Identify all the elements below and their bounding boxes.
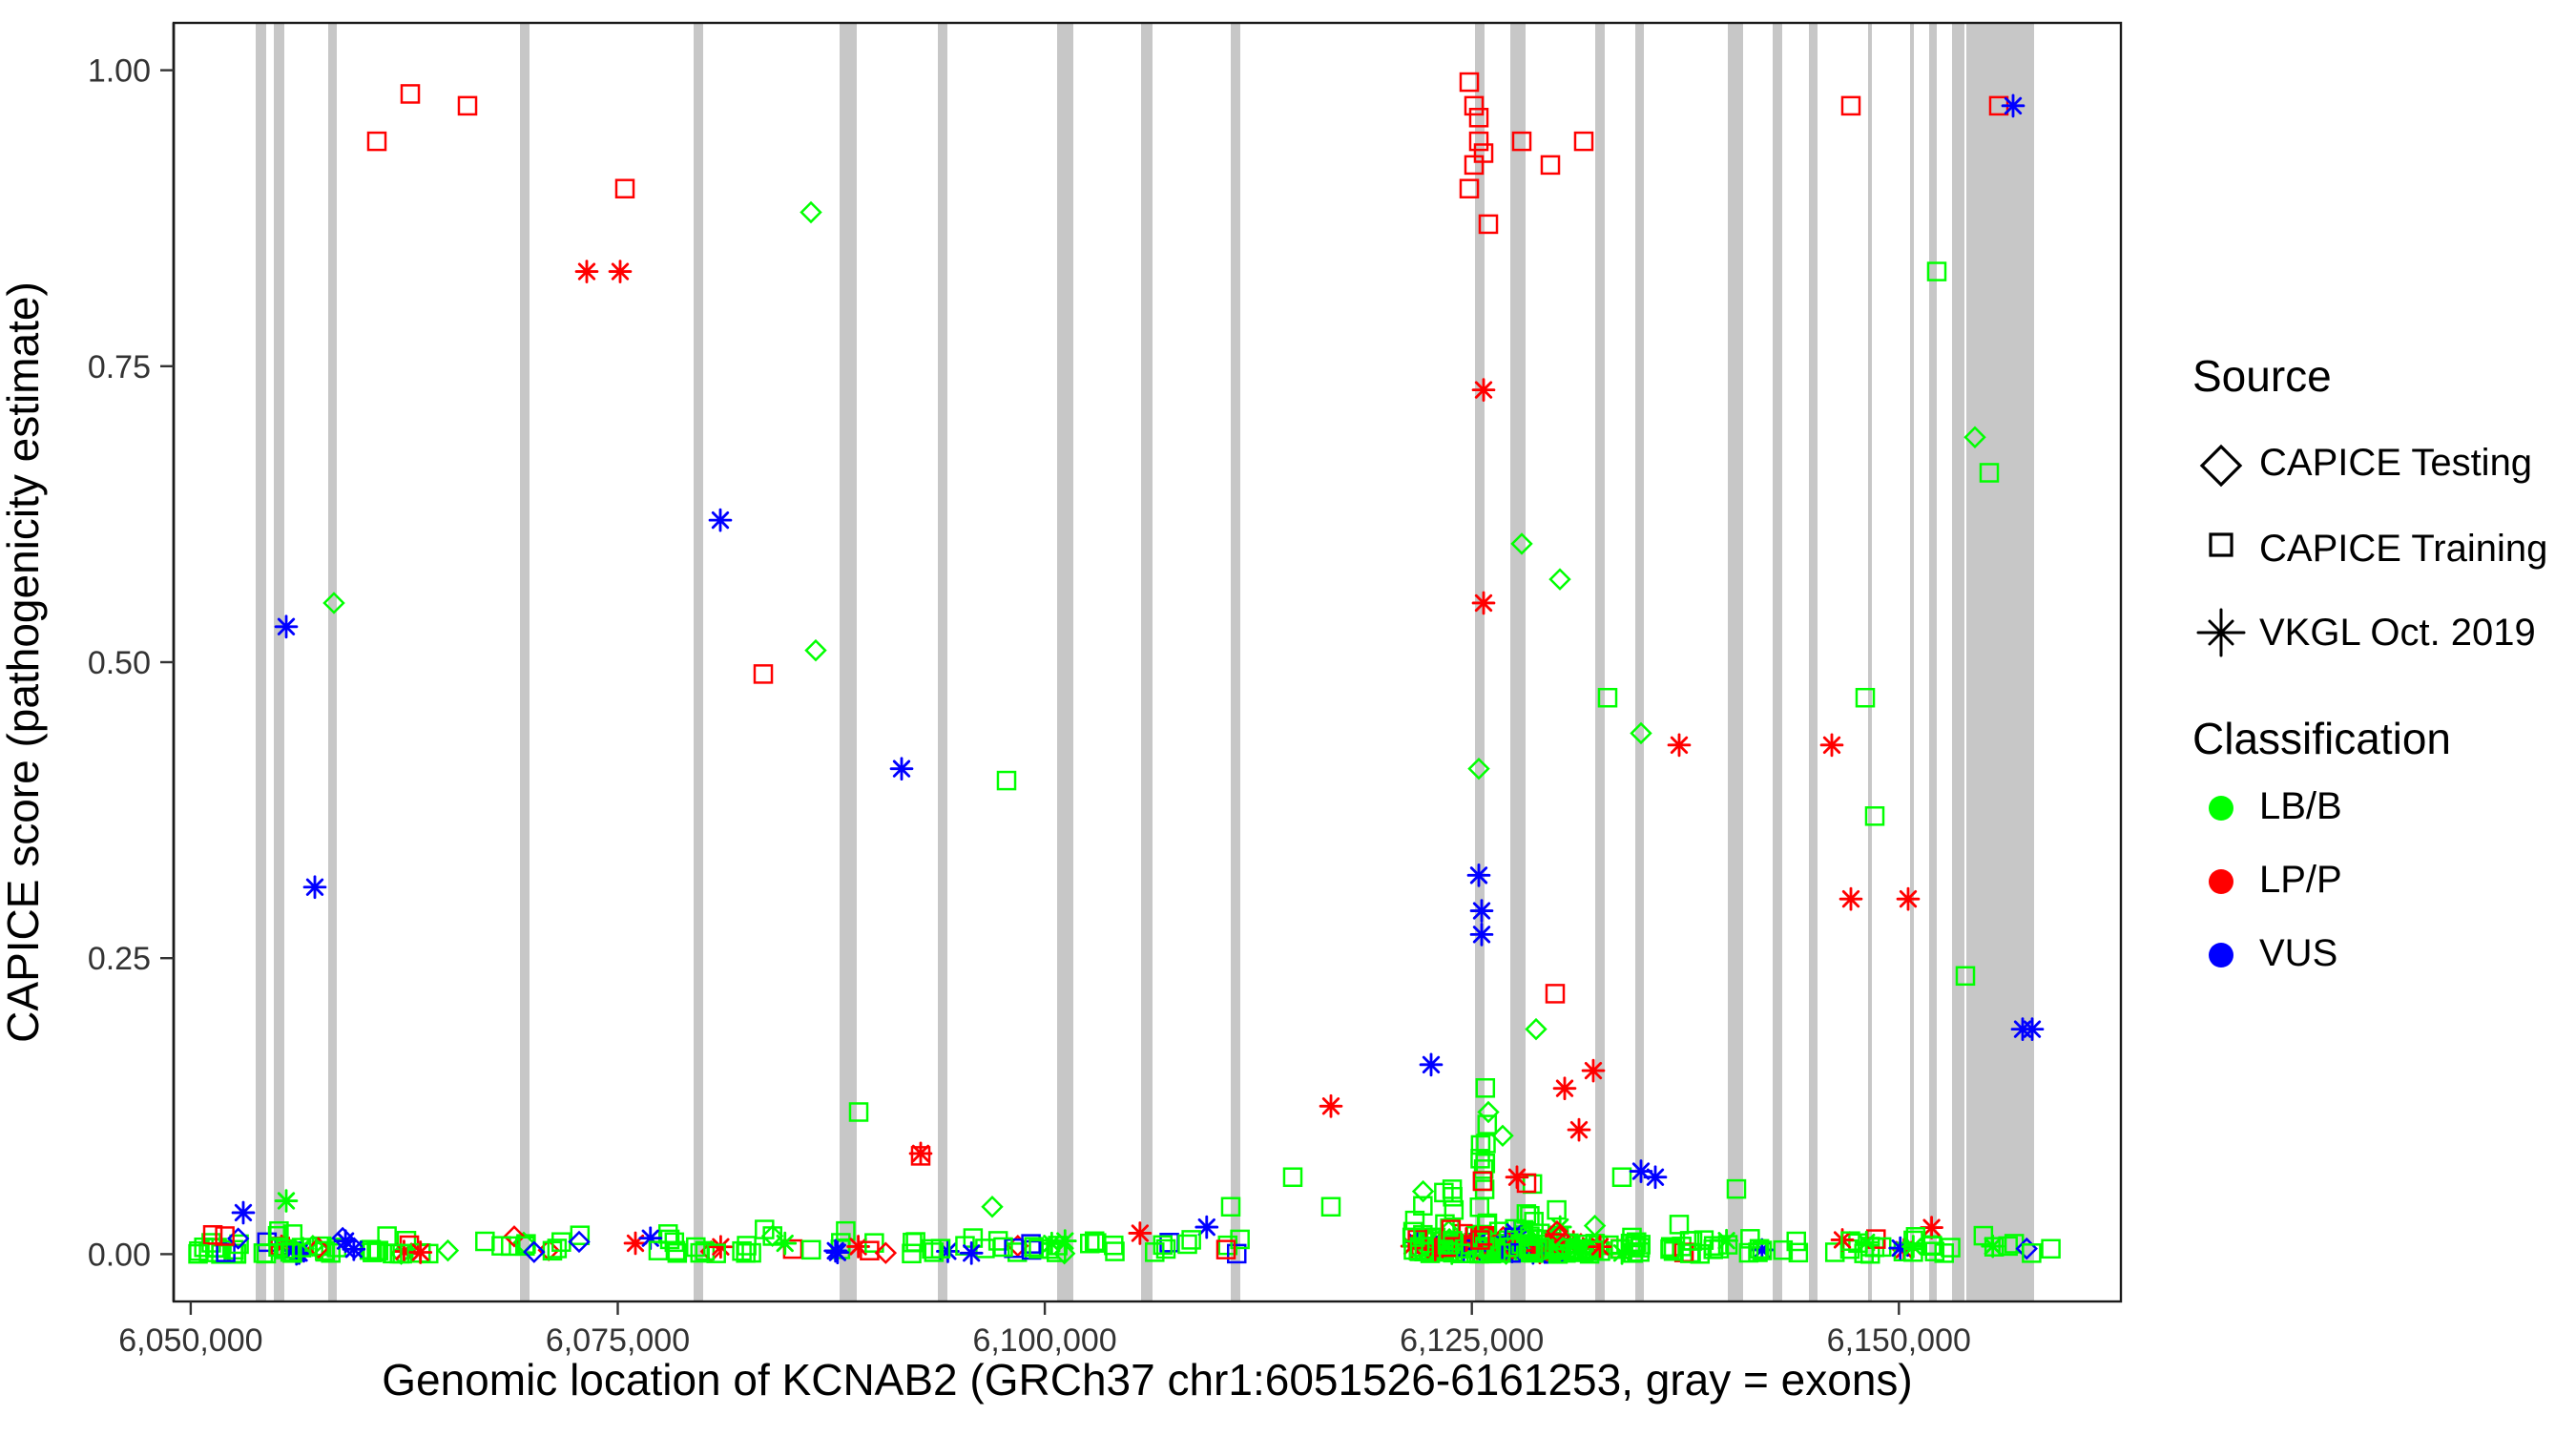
svg-text:VUS: VUS [2259, 932, 2337, 974]
svg-text:Classification: Classification [2192, 714, 2451, 763]
svg-text:6,150,000: 6,150,000 [1827, 1322, 1971, 1359]
svg-text:0.50: 0.50 [88, 645, 151, 681]
svg-text:LP/P: LP/P [2259, 859, 2342, 901]
svg-text:6,125,000: 6,125,000 [1400, 1322, 1544, 1359]
svg-text:0.75: 0.75 [88, 349, 151, 385]
svg-text:6,075,000: 6,075,000 [546, 1322, 690, 1359]
svg-text:Source: Source [2192, 351, 2332, 401]
svg-text:6,100,000: 6,100,000 [972, 1322, 1116, 1359]
svg-text:CAPICE Training: CAPICE Training [2259, 528, 2547, 570]
svg-text:0.00: 0.00 [88, 1237, 151, 1273]
svg-text:1.00: 1.00 [88, 53, 151, 90]
svg-text:0.25: 0.25 [88, 941, 151, 977]
svg-text:VKGL Oct. 2019: VKGL Oct. 2019 [2259, 612, 2536, 654]
svg-text:6,050,000: 6,050,000 [118, 1322, 262, 1359]
svg-text:CAPICE score (pathogenicity es: CAPICE score (pathogenicity estimate) [0, 281, 48, 1043]
svg-text:CAPICE Testing: CAPICE Testing [2259, 442, 2532, 484]
svg-text:Genomic location of KCNAB2 (GR: Genomic location of KCNAB2 (GRCh37 chr1:… [382, 1355, 1913, 1405]
svg-text:LB/B: LB/B [2259, 785, 2342, 827]
